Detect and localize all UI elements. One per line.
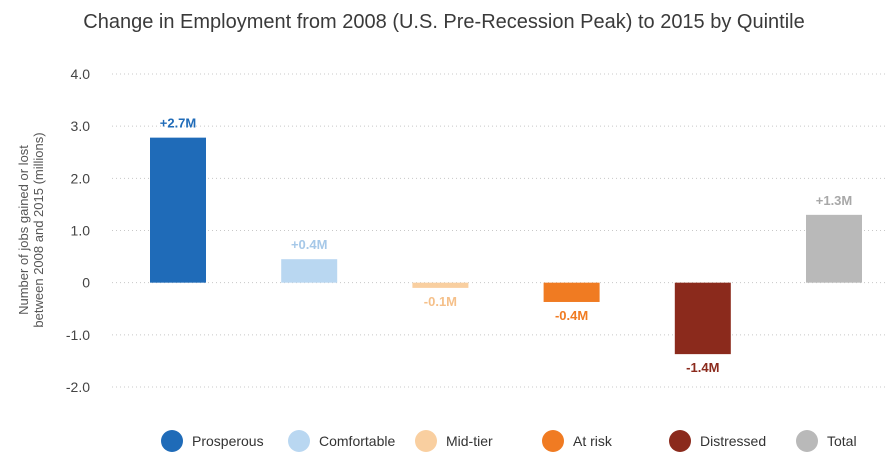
bars (150, 137, 862, 355)
legend-swatch (161, 430, 183, 452)
legend-label: Comfortable (319, 433, 395, 449)
data-label: -1.4M (686, 360, 719, 375)
legend-label: Distressed (700, 433, 766, 449)
gridlines (112, 73, 885, 388)
bar-prosperous (150, 137, 206, 283)
legend-label: Prosperous (192, 433, 264, 449)
data-label: +2.7M (160, 116, 197, 131)
y-tick-label: -2.0 (66, 379, 90, 395)
y-tick-label: 0 (82, 275, 90, 291)
legend-label: At risk (573, 433, 613, 449)
legend-swatch (542, 430, 564, 452)
data-label: -0.4M (555, 308, 588, 323)
legend-label: Total (827, 433, 857, 449)
bar-total (806, 214, 862, 283)
y-axis-label-line-2: between 2008 and 2015 (millions) (31, 132, 46, 327)
data-labels: +2.7M +0.4M -0.1M -0.4M -1.4M +1.3M (160, 116, 853, 375)
y-axis-ticks: 4.0 3.0 2.0 1.0 0 -1.0 -2.0 (66, 66, 90, 395)
y-tick-label: 2.0 (71, 170, 91, 186)
legend-swatch (415, 430, 437, 452)
chart-title: Change in Employment from 2008 (U.S. Pre… (83, 11, 804, 33)
legend: Prosperous Comfortable Mid-tier At risk Dist… (161, 430, 857, 452)
y-tick-label: 4.0 (71, 66, 91, 82)
bar-distressed (674, 282, 731, 355)
data-label: +1.3M (816, 193, 853, 208)
legend-swatch (288, 430, 310, 452)
data-label: +0.4M (291, 237, 328, 252)
legend-swatch (796, 430, 818, 452)
bar-at-risk (543, 282, 600, 302)
y-axis-label-line-1: Number of jobs gained or lost (16, 145, 31, 315)
y-axis-label: Number of jobs gained or lost between 20… (16, 132, 46, 327)
legend-label: Mid-tier (446, 433, 493, 449)
y-tick-label: 1.0 (71, 223, 91, 239)
legend-swatch (669, 430, 691, 452)
y-tick-label: 3.0 (71, 118, 91, 134)
bar-mid-tier (412, 282, 469, 288)
bar-comfortable (281, 259, 338, 283)
data-label: -0.1M (424, 294, 457, 309)
y-tick-label: -1.0 (66, 327, 90, 343)
